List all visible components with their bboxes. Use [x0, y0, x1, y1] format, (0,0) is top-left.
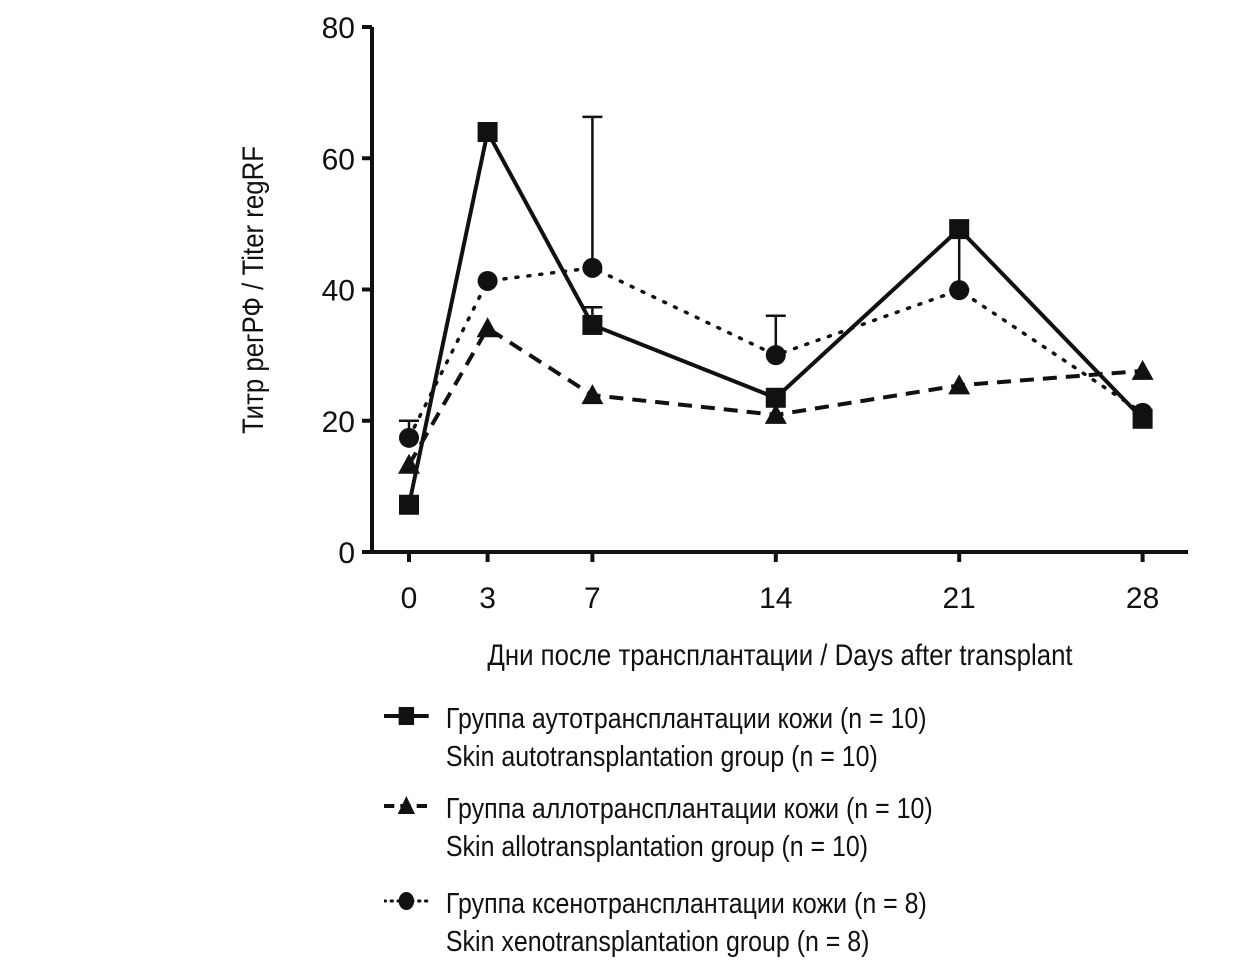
data-point-triangle [476, 317, 499, 338]
data-point-circle [949, 280, 970, 301]
legend-item-xeno: Группа ксенотрансплантации кожи (n = 8) … [384, 885, 927, 961]
legend-item-allo: Группа аллотрансплантации кожи (n = 10) … [384, 790, 933, 866]
legend-label-en: Skin autotransplantation group (n = 10) [445, 741, 878, 773]
x-tick-label: 14 [759, 582, 792, 615]
series-line-triangle [407, 325, 1143, 466]
legend-label-en: Skin allotransplantation group (n = 10) [445, 831, 869, 863]
data-point-square [765, 387, 786, 408]
x-axis-label: Дни после трансплантации / Days after tr… [487, 638, 1072, 671]
x-tick-label: 21 [943, 582, 976, 615]
series-line-square [407, 126, 1145, 506]
data-point-square [949, 219, 970, 240]
y-tick-label: 20 [322, 406, 355, 439]
legend-marker-square [384, 707, 429, 725]
y-axis-label: Титр регРФ / Titer regRF [236, 146, 269, 434]
data-point-circle [582, 257, 603, 278]
data-point-circle [399, 427, 419, 448]
legend-label: Группа аутотрансплантации кожи (n = 10) [445, 703, 927, 735]
data-point-triangle [948, 374, 971, 395]
y-tick-label: 40 [322, 275, 355, 308]
series-line-circle [407, 266, 1145, 440]
data-point-triangle [581, 384, 604, 405]
data-point-square [477, 122, 498, 142]
data-point-triangle [1131, 359, 1154, 380]
legend-marker-circle [384, 892, 431, 910]
y-tick-label: 60 [322, 143, 355, 176]
plot-area: 0 20 40 60 80 0 3 7 14 21 28 Дни после трансплантац… [236, 12, 1188, 671]
x-tick-label: 3 [479, 582, 496, 615]
legend-label-en: Skin xenotransplantation group (n = 8) [445, 926, 870, 958]
legend-marker-triangle [384, 796, 429, 814]
data-point-square [399, 494, 419, 515]
legend-label: Группа аллотрансплантации кожи (n = 10) [445, 793, 933, 825]
x-tick-label: 28 [1126, 582, 1159, 615]
x-tick-label: 0 [401, 582, 418, 615]
x-tick-label: 7 [584, 582, 601, 615]
data-point-triangle [764, 403, 787, 424]
y-tick-label: 80 [322, 12, 355, 45]
data-point-circle [477, 270, 498, 291]
data-point-circle [1132, 402, 1153, 423]
legend-label: Группа ксенотрансплантации кожи (n = 8) [445, 888, 927, 920]
data-point-triangle [398, 453, 420, 474]
y-tick-label: 0 [338, 537, 355, 570]
data-point-square [582, 314, 603, 335]
legend-item-auto: Группа аутотрансплантации кожи (n = 10) … [384, 700, 927, 776]
data-point-circle [765, 345, 786, 366]
